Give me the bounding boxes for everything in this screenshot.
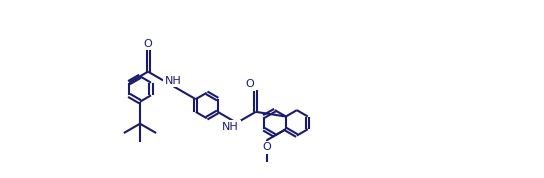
Text: O: O [245,79,254,89]
Text: O: O [144,39,152,49]
Text: NH: NH [222,122,239,132]
Text: NH: NH [165,76,182,86]
Text: O: O [262,142,271,152]
